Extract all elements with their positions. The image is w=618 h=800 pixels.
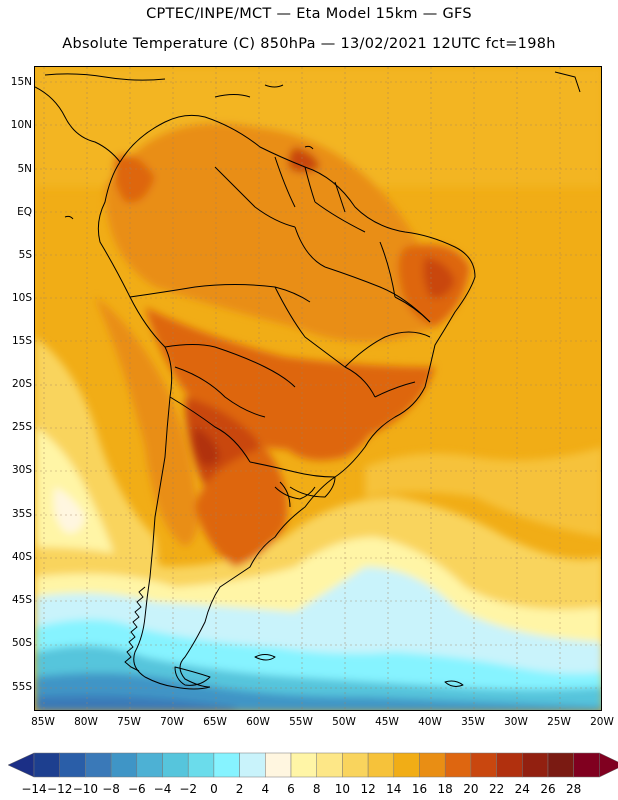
map-canvas — [35, 67, 601, 710]
colorbar-label: 6 — [287, 782, 295, 796]
colorbar-swatch — [444, 752, 472, 778]
colorbar-label: −6 — [127, 782, 146, 796]
colorbar-label: −10 — [72, 782, 99, 796]
colorbar-label: 12 — [360, 782, 376, 796]
colorbar-swatch — [316, 752, 343, 778]
colorbar-swatch — [187, 752, 215, 778]
colorbar-label: 20 — [463, 782, 479, 796]
lon-label: 20W — [590, 716, 614, 728]
lat-label: 45S — [11, 594, 32, 606]
colorbar-swatch — [367, 752, 395, 778]
colorbar-label: 28 — [566, 782, 582, 796]
colorbar-label: 24 — [514, 782, 530, 796]
colorbar-swatch — [522, 752, 549, 778]
colorbar-swatch — [573, 752, 600, 778]
colorbar-swatch — [419, 752, 446, 778]
lat-label: 20S — [11, 378, 32, 390]
colorbar — [7, 752, 618, 778]
coastlines — [35, 71, 581, 690]
colorbar-label: −2 — [179, 782, 198, 796]
colorbar-swatch — [290, 752, 317, 778]
lat-label: 10N — [10, 119, 32, 131]
colorbar-swatch — [342, 752, 369, 778]
title-line-1: CPTEC/INPE/MCT — Eta Model 15km — GFS — [146, 6, 472, 22]
lon-label: 30W — [504, 716, 528, 728]
colorbar-swatch — [239, 752, 266, 778]
lat-label: 30S — [11, 464, 32, 476]
colorbar-label: 26 — [540, 782, 556, 796]
lat-label: 35S — [11, 508, 32, 520]
colorbar-swatch — [213, 752, 240, 778]
lat-label: 15S — [11, 335, 32, 347]
lat-label: 10S — [11, 292, 32, 304]
colorbar-left-arrow — [7, 752, 35, 778]
colorbar-right-arrow — [599, 752, 618, 778]
colorbar-swatch — [547, 752, 574, 778]
colorbar-label: −12 — [47, 782, 73, 796]
lat-label: EQ — [17, 206, 32, 218]
colorbar-swatch — [470, 752, 497, 778]
lat-label: 50S — [11, 637, 32, 649]
colorbar-swatch — [265, 752, 292, 778]
title-line-2: Absolute Temperature (C) 850hPa — 13/02/… — [62, 36, 556, 52]
lon-label: 40W — [418, 716, 442, 728]
lon-label: 45W — [375, 716, 399, 728]
colorbar-label: 16 — [411, 782, 428, 796]
colorbar-swatch — [33, 752, 60, 778]
colorbar-label: 22 — [488, 782, 505, 796]
lat-label: 40S — [11, 551, 32, 563]
lon-label: 70W — [160, 716, 184, 728]
lat-label: 5S — [18, 249, 32, 261]
colorbar-label: −8 — [102, 782, 120, 796]
lat-label: 55S — [11, 681, 32, 693]
colorbar-label: 14 — [386, 782, 402, 796]
colorbar-label: −14 — [21, 782, 47, 796]
colorbar-swatch — [59, 752, 86, 778]
lon-label: 80W — [74, 716, 98, 728]
lon-label: 85W — [31, 716, 55, 728]
colorbar-swatch — [162, 752, 189, 778]
temperature-shading — [35, 67, 601, 710]
colorbar-label: 8 — [312, 782, 321, 796]
colorbar-label: 4 — [261, 782, 270, 796]
lat-label: 25S — [11, 421, 32, 433]
colorbar-swatch — [85, 752, 112, 778]
colorbar-label: 0 — [210, 782, 218, 796]
lon-label: 65W — [203, 716, 227, 728]
lon-label: 25W — [547, 716, 571, 728]
lon-label: 60W — [246, 716, 270, 728]
colorbar-label: 18 — [437, 782, 453, 796]
colorbar-swatch — [136, 752, 163, 778]
colorbar-label: 2 — [235, 782, 244, 796]
lon-label: 35W — [461, 716, 485, 728]
colorbar-label: −4 — [153, 782, 172, 796]
lat-label: 5N — [17, 163, 32, 175]
lon-label: 55W — [289, 716, 313, 728]
colorbar-swatch — [110, 752, 138, 778]
colorbar-swatch — [393, 752, 420, 778]
lon-label: 75W — [117, 716, 141, 728]
colorbar-swatch — [496, 752, 523, 778]
temperature-map — [34, 66, 602, 711]
colorbar-label: 10 — [334, 782, 351, 796]
lat-label: 15N — [10, 76, 32, 88]
lon-label: 50W — [332, 716, 356, 728]
